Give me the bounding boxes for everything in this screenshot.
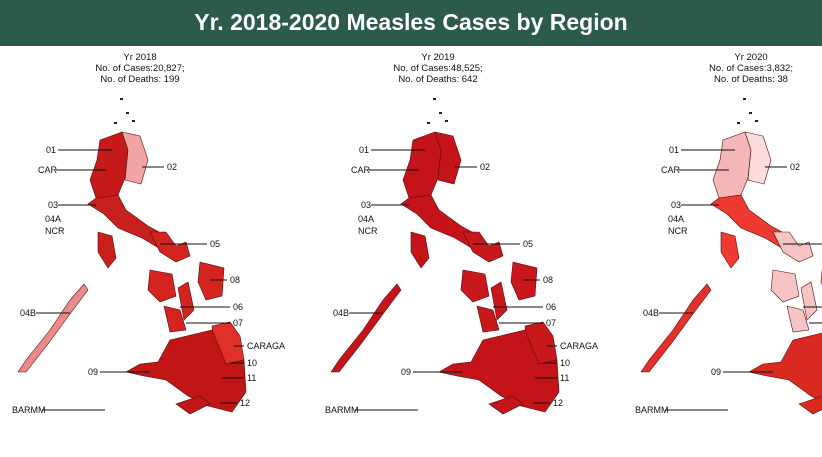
region-label: 01: [359, 145, 369, 155]
region-label: 02: [167, 162, 177, 172]
region-label: 07: [233, 318, 243, 328]
region-shape: [640, 283, 712, 373]
region-label: 06: [233, 302, 243, 312]
region-shape: [462, 231, 504, 263]
region-shape: [434, 131, 462, 185]
region-label: 03: [48, 200, 58, 210]
region-label: 04A: [668, 214, 684, 224]
region-label: 03: [361, 200, 371, 210]
islet: [120, 98, 123, 100]
region-shape: [197, 261, 225, 301]
region-shape: [177, 281, 195, 321]
region-label: 10: [560, 358, 570, 368]
islet: [743, 98, 746, 100]
region-label: CARAGA: [560, 341, 598, 351]
region-label: 11: [560, 373, 569, 383]
map-caption: Yr 2020: [734, 52, 767, 63]
region-label: 04A: [45, 214, 61, 224]
region-label: 01: [669, 145, 679, 155]
header-title: Yr. 2018-2020 Measles Cases by Region: [194, 9, 627, 35]
islet: [439, 112, 442, 114]
region-shape: [460, 269, 490, 303]
header-bar: [0, 0, 822, 46]
region-shape: [89, 131, 129, 199]
region-shape: [712, 131, 752, 199]
region-label: BARMM: [325, 405, 359, 415]
map-caption: No. of Deaths: 199: [100, 74, 179, 85]
region-label: NCR: [45, 226, 65, 236]
region-label: CAR: [38, 165, 58, 175]
region-label: 12: [553, 398, 563, 408]
region-shape: [488, 395, 524, 415]
map-caption: Yr 2019: [421, 52, 454, 63]
region-shape: [175, 395, 211, 415]
map-caption: No. of Cases:48,525;: [393, 63, 482, 74]
islet: [755, 120, 758, 122]
islet: [445, 120, 448, 122]
region-label: 12: [240, 398, 250, 408]
islet: [126, 112, 129, 114]
region-label: 09: [88, 367, 98, 377]
region-label: 08: [543, 275, 553, 285]
region-shape: [402, 131, 442, 199]
region-label: 04B: [643, 308, 659, 318]
region-label: 02: [790, 162, 800, 172]
region-label: 10: [247, 358, 257, 368]
region-label: 06: [546, 302, 556, 312]
region-label: CARAGA: [247, 341, 285, 351]
region-label: 01: [46, 145, 56, 155]
region-label: 05: [210, 239, 220, 249]
region-shape: [97, 231, 117, 269]
region-label: 11: [247, 373, 256, 383]
islet: [427, 122, 430, 124]
region-shape: [510, 261, 538, 301]
region-label: 02: [480, 162, 490, 172]
region-label: 04B: [20, 308, 36, 318]
map-caption: No. of Deaths: 642: [398, 74, 477, 85]
islet: [132, 120, 135, 122]
region-shape: [798, 396, 822, 415]
map-caption: Yr 2018: [123, 52, 156, 63]
map-caption: No. of Cases:3,832;: [709, 63, 793, 74]
region-shape: [786, 305, 810, 333]
region-shape: [744, 131, 772, 185]
region-shape: [800, 281, 818, 321]
region-label: 05: [523, 239, 533, 249]
region-label: BARMM: [635, 405, 669, 415]
region-shape: [490, 281, 508, 321]
map-caption: No. of Deaths: 38: [714, 74, 788, 85]
islet: [114, 122, 117, 124]
region-shape: [330, 283, 402, 373]
region-shape: [770, 269, 800, 303]
region-label: 03: [671, 200, 681, 210]
region-label: 04B: [333, 308, 349, 318]
region-label: 07: [546, 318, 556, 328]
map-caption: No. of Cases:20,827;: [95, 63, 184, 74]
region-label: 09: [711, 367, 721, 377]
region-shape: [410, 231, 430, 269]
region-label: CAR: [661, 165, 681, 175]
region-label: 09: [401, 367, 411, 377]
region-shape: [163, 305, 187, 333]
region-label: 04A: [358, 214, 374, 224]
region-shape: [149, 231, 191, 263]
region-shape: [476, 305, 500, 333]
islet: [749, 112, 752, 114]
region-label: NCR: [358, 226, 378, 236]
region-label: NCR: [668, 226, 688, 236]
region-shape: [772, 231, 814, 263]
islet: [433, 98, 436, 100]
region-shape: [720, 231, 740, 269]
region-shape: [147, 269, 177, 303]
region-label: CAR: [351, 165, 371, 175]
region-shape: [17, 283, 89, 373]
region-label: 08: [230, 275, 240, 285]
region-label: BARMM: [12, 405, 46, 415]
region-shape: [121, 131, 149, 185]
islet: [737, 122, 740, 124]
